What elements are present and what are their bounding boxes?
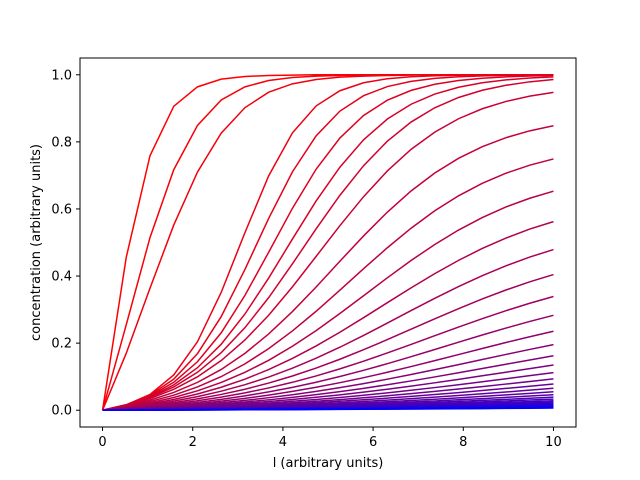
x-tick-label: 8 <box>459 435 467 450</box>
series-line-4 <box>102 74 554 411</box>
axes-frame <box>79 57 577 428</box>
series-line-8 <box>102 78 554 411</box>
x-tick-label: 10 <box>545 435 562 450</box>
series-line-15 <box>102 273 554 411</box>
series-line-17 <box>102 314 554 411</box>
series-line-12 <box>102 190 554 411</box>
x-axis-label: l (arbitrary units) <box>273 456 384 471</box>
x-tick-label: 2 <box>189 435 197 450</box>
y-tick-label: 0.4 <box>51 270 72 285</box>
series-line-40 <box>102 407 554 411</box>
x-tick-label: 0 <box>98 435 106 450</box>
series-line-18 <box>102 330 554 411</box>
series-line-10 <box>102 125 554 411</box>
series-line-16 <box>102 295 554 411</box>
x-tick-label: 4 <box>279 435 287 450</box>
x-tick-label: 6 <box>369 435 377 450</box>
y-axis-ticks: 0.0 0.2 0.4 0.6 0.8 1.0 <box>51 68 80 419</box>
y-axis-label: concentration (arbitrary units) <box>29 144 44 341</box>
y-tick-label: 0.2 <box>51 337 72 352</box>
y-tick-label: 0.8 <box>51 135 72 150</box>
y-tick-label: 1.0 <box>51 68 72 83</box>
series-line-6 <box>102 74 554 411</box>
y-tick-label: 0.0 <box>51 404 72 419</box>
series-line-14 <box>102 248 554 411</box>
series-line-11 <box>102 158 554 411</box>
series-line-9 <box>102 91 554 411</box>
series-line-5 <box>102 74 554 411</box>
series-line-7 <box>102 76 554 411</box>
series-line-13 <box>102 220 554 411</box>
plot-lines <box>101 74 554 411</box>
y-tick-label: 0.6 <box>51 202 72 217</box>
x-axis-ticks: 0 2 4 6 8 10 <box>98 427 562 450</box>
